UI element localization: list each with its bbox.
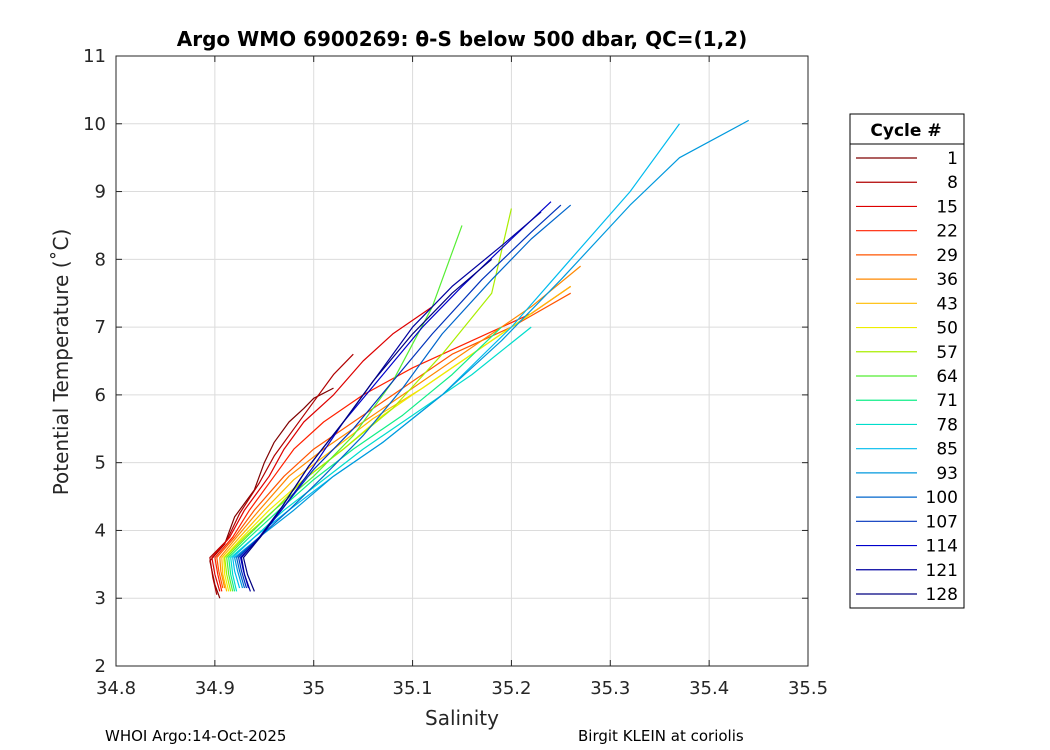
x-tick-label: 35 xyxy=(302,678,325,699)
series-line-cycle-22 xyxy=(214,285,572,592)
legend-entry-label: 107 xyxy=(926,512,958,532)
y-tick-label: 5 xyxy=(95,453,106,474)
series-line-cycle-36 xyxy=(219,265,581,589)
legend-entry-label: 36 xyxy=(936,270,958,290)
legend-box xyxy=(849,113,965,609)
y-tick-label: 2 xyxy=(95,656,106,677)
legend-entry-label: 100 xyxy=(926,488,958,508)
series-line-cycle-93 xyxy=(234,119,749,589)
legend-entry-label: 8 xyxy=(947,173,958,193)
x-tick-label: 35.4 xyxy=(689,678,729,699)
series-line-cycle-128 xyxy=(242,258,493,592)
legend-entry-label: 78 xyxy=(936,415,958,435)
y-tick-label: 8 xyxy=(95,249,106,270)
x-tick-labels: 34.8 34.9 35 35.1 35.2 35.3 35.4 35.5 xyxy=(96,678,828,699)
data-series xyxy=(209,119,749,599)
plot-frame xyxy=(115,55,809,667)
x-tick-label: 35.5 xyxy=(788,678,828,699)
legend-entry-label: 128 xyxy=(926,585,958,605)
x-axis-label: Salinity xyxy=(425,706,499,730)
footer-left: WHOI Argo:14-Oct-2025 xyxy=(105,727,286,745)
x-tick-label: 35.2 xyxy=(491,678,531,699)
legend-title: Cycle # xyxy=(870,121,941,141)
legend-entry-label: 15 xyxy=(936,197,958,217)
legend-entry-label: 50 xyxy=(936,319,958,339)
series-line-cycle-8 xyxy=(209,353,354,595)
y-tick-labels: 2 3 4 5 6 7 8 9 10 11 xyxy=(83,46,106,677)
series-line-cycle-29 xyxy=(216,292,571,589)
legend-entry-label: 57 xyxy=(936,343,958,363)
series-line-cycle-15 xyxy=(211,306,433,592)
legend-entry-label: 71 xyxy=(936,391,958,411)
series-line-cycle-71 xyxy=(228,326,502,592)
legend-entry-label: 114 xyxy=(926,537,958,557)
y-tick-label: 11 xyxy=(83,46,106,67)
chart-title: Argo WMO 6900269: θ-S below 500 dbar, QC… xyxy=(177,27,747,51)
footer-right: Birgit KLEIN at coriolis xyxy=(578,727,744,745)
legend-entry-label: 121 xyxy=(926,561,958,581)
legend: Cycle # 1 8 15 22 29 36 43 50 57 64 71 78 85 93 100 107… xyxy=(849,113,965,609)
x-tick-label: 34.8 xyxy=(96,678,136,699)
y-tick-label: 6 xyxy=(95,385,106,406)
legend-entry-label: 29 xyxy=(936,246,958,266)
legend-entry-label: 22 xyxy=(936,222,958,242)
x-tick-label: 35.3 xyxy=(590,678,630,699)
legend-entry-label: 1 xyxy=(947,149,958,169)
x-tick-label: 34.9 xyxy=(195,678,235,699)
legend-entry-label: 64 xyxy=(936,367,958,387)
y-tick-label: 7 xyxy=(95,317,106,338)
y-axis-label: Potential Temperature (˚C) xyxy=(49,229,73,496)
legend-entry-label: 43 xyxy=(936,294,958,314)
y-tick-label: 3 xyxy=(95,588,106,609)
series-line-cycle-100 xyxy=(236,204,572,589)
legend-entry-label: 85 xyxy=(936,440,958,460)
y-tick-label: 10 xyxy=(83,114,106,135)
series-line-cycle-107 xyxy=(238,204,562,589)
y-tick-label: 9 xyxy=(95,182,106,203)
x-tick-label: 35.1 xyxy=(393,678,433,699)
series-line-cycle-114 xyxy=(240,201,552,589)
legend-entry-label: 93 xyxy=(936,464,958,484)
y-tick-label: 4 xyxy=(95,520,106,541)
